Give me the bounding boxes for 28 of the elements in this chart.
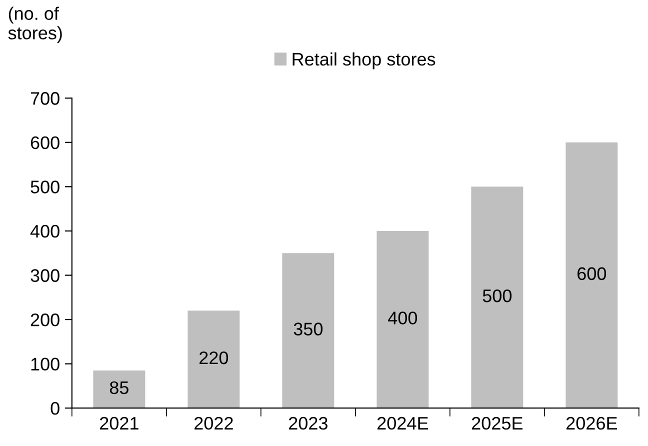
data-label: 85 — [110, 381, 128, 394]
bar — [282, 253, 334, 408]
bar — [188, 310, 240, 408]
y-tick-label: 500 — [30, 180, 60, 194]
y-tick-label: 200 — [30, 313, 60, 326]
bar — [93, 370, 146, 408]
y-tick-label: 700 — [30, 92, 60, 105]
legend-label: Retail shop stores — [292, 52, 436, 70]
x-tick-label: 2026E — [566, 416, 618, 430]
data-label: 400 — [388, 312, 418, 324]
data-label: 220 — [200, 351, 228, 364]
y-tick-label: 100 — [31, 358, 60, 371]
y-tick-label: 300 — [30, 269, 60, 282]
x-tick-label: 2024E — [377, 416, 428, 430]
bar — [566, 142, 618, 408]
x-tick-label: 2021 — [100, 416, 138, 430]
y-tick-label: 0 — [50, 402, 60, 415]
data-label: 500 — [482, 289, 512, 302]
y-tick-label: 400 — [30, 224, 60, 238]
data-label: 350 — [294, 322, 323, 336]
y-axis-title: (no. of stores) — [8, 6, 62, 43]
x-tick-label: 2023 — [289, 416, 328, 430]
data-label: 600 — [578, 267, 606, 280]
bar — [471, 186, 524, 408]
y-tick-label: 600 — [30, 136, 60, 150]
x-tick-label: 2025E — [472, 416, 523, 430]
x-tick-label: 2022 — [194, 416, 233, 430]
bar — [376, 230, 429, 408]
